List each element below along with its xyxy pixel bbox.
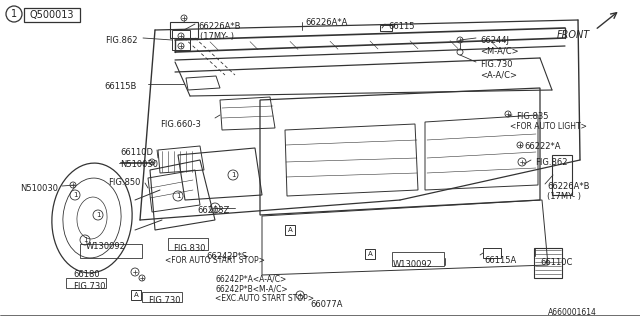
Text: 66115A: 66115A	[484, 256, 516, 265]
Text: A: A	[134, 292, 138, 298]
Text: 66115B: 66115B	[104, 82, 136, 91]
Text: <M-A/C>: <M-A/C>	[480, 46, 518, 55]
Text: 66242P*A<A-A/C>: 66242P*A<A-A/C>	[215, 274, 286, 283]
Text: 66242P*S: 66242P*S	[206, 252, 247, 261]
Text: A: A	[367, 251, 372, 257]
Text: 66244J: 66244J	[480, 36, 509, 45]
Text: <EXC.AUTO START STOP>: <EXC.AUTO START STOP>	[215, 294, 314, 303]
Text: <FOR AUTO LIGHT>: <FOR AUTO LIGHT>	[510, 122, 587, 131]
Text: 1: 1	[231, 172, 236, 178]
Text: A: A	[287, 227, 292, 233]
Text: 66115: 66115	[388, 22, 415, 31]
Text: 66180: 66180	[73, 270, 100, 279]
Text: FIG.730: FIG.730	[148, 296, 180, 305]
Text: (17MY- ): (17MY- )	[200, 32, 234, 41]
Text: 66226A*B: 66226A*B	[547, 182, 589, 191]
Text: A660001614: A660001614	[548, 308, 597, 317]
Text: 66222*A: 66222*A	[524, 142, 561, 151]
Text: 66110C: 66110C	[540, 258, 572, 267]
Text: 66242P*B<M-A/C>: 66242P*B<M-A/C>	[215, 284, 287, 293]
Text: 66110D: 66110D	[120, 148, 153, 157]
Text: W130092: W130092	[86, 242, 126, 251]
Text: W130092: W130092	[393, 260, 433, 269]
Text: FIG.862: FIG.862	[105, 36, 138, 45]
Text: 1: 1	[73, 192, 77, 198]
Text: FIG.830: FIG.830	[173, 244, 205, 253]
Text: N510030: N510030	[20, 184, 58, 193]
Text: 66226A*A: 66226A*A	[305, 18, 348, 27]
Text: 66077A: 66077A	[310, 300, 342, 309]
Text: 1: 1	[11, 9, 17, 19]
Text: FIG.850: FIG.850	[108, 178, 140, 187]
Text: FIG.835: FIG.835	[516, 112, 548, 121]
Text: FIG.730: FIG.730	[480, 60, 513, 69]
Text: Q500013: Q500013	[29, 10, 74, 20]
Text: N510030: N510030	[120, 160, 158, 169]
Text: 1: 1	[96, 212, 100, 218]
Text: 1: 1	[176, 193, 180, 199]
Text: FIG.730: FIG.730	[73, 282, 106, 291]
Text: FRONT: FRONT	[557, 30, 590, 40]
Text: 66226A*B: 66226A*B	[198, 22, 241, 31]
Text: <A-A/C>: <A-A/C>	[480, 70, 517, 79]
Text: <FOR AUTO START STOP>: <FOR AUTO START STOP>	[165, 256, 265, 265]
Text: (17MY- ): (17MY- )	[547, 192, 581, 201]
Text: FIG.862: FIG.862	[535, 158, 568, 167]
Text: 1: 1	[83, 237, 87, 243]
Text: FIG.660-3: FIG.660-3	[160, 120, 201, 129]
Text: 66203Z: 66203Z	[197, 206, 229, 215]
